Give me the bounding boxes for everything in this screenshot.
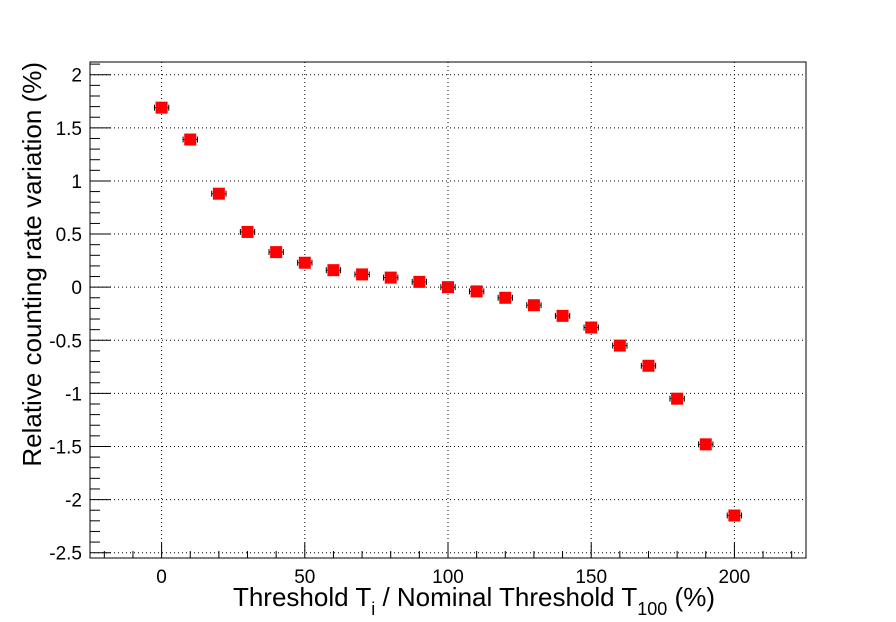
data-point (270, 246, 283, 259)
y-tick-label: -0.5 (49, 331, 82, 352)
x-tick-label: 150 (575, 567, 607, 588)
x-tick-labels: 0 50 100 150 200 (156, 567, 750, 588)
data-points (155, 101, 741, 522)
axis-ticks (90, 63, 793, 558)
data-point (184, 133, 197, 146)
data-point (241, 225, 254, 238)
data-point (442, 281, 454, 294)
data-point (728, 509, 741, 522)
data-point (556, 309, 569, 322)
data-point (613, 339, 626, 352)
data-point (671, 392, 684, 405)
data-point (642, 359, 655, 372)
y-tick-label: 1.5 (56, 119, 82, 140)
y-tick-label: 0.5 (56, 225, 82, 246)
data-point (327, 264, 340, 277)
y-tick-labels: 2 1.5 1 0.5 0 -0.5 -1 -1.5 -2 -2.5 (49, 66, 82, 565)
grid-lines (90, 62, 806, 558)
data-point (527, 299, 540, 312)
x-axis-title: Threshold Ti / Nominal Threshold T100 (%… (233, 582, 715, 619)
y-tick-label: -1.5 (49, 437, 82, 458)
data-point (413, 275, 426, 288)
data-point (585, 321, 598, 334)
data-point (699, 438, 712, 451)
data-point (384, 271, 397, 284)
data-point (212, 187, 225, 200)
data-point (155, 101, 168, 114)
x-tick-label: 50 (294, 567, 315, 588)
data-point (499, 291, 512, 304)
x-tick-label: 0 (156, 567, 167, 588)
y-tick-label: -2 (65, 491, 82, 512)
y-tick-label: 1 (71, 172, 82, 193)
data-point (298, 256, 311, 269)
y-tick-label: 0 (71, 278, 82, 299)
x-tick-label: 200 (719, 567, 751, 588)
y-tick-label: -1 (65, 384, 82, 405)
y-tick-label: 2 (71, 66, 82, 87)
y-tick-label: -2.5 (49, 544, 82, 565)
x-tick-label: 100 (432, 567, 464, 588)
data-point (356, 268, 369, 281)
y-axis-title: Relative counting rate variation (%) (17, 62, 47, 467)
data-point (470, 285, 483, 298)
